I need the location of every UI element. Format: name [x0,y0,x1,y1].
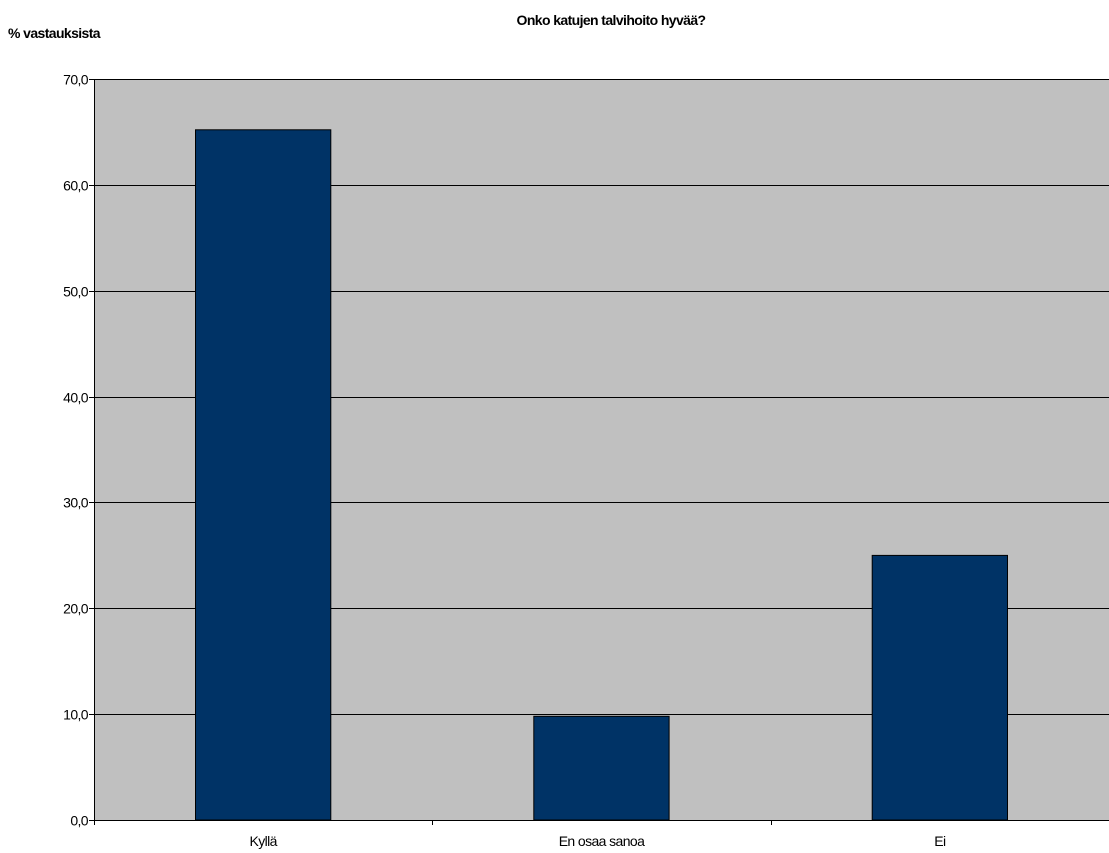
y-tick-labels: 0,0 10,0 20,0 30,0 40,0 50,0 60,0 70,0 [63,72,89,829]
x-tick-label: En osaa sanoa [559,833,645,849]
y-tick-label: 10,0 [63,707,89,723]
chart-title: Onko katujen talvihoito hyvää? [517,12,706,28]
y-tick-label: 60,0 [63,178,89,194]
y-tick-label: 0,0 [70,813,88,829]
y-tick-label: 70,0 [63,72,89,88]
axes [89,79,1109,825]
y-tick-label: 50,0 [63,284,89,300]
x-tick-labels: Kyllä En osaa sanoa Ei [249,833,946,849]
bar [195,129,332,821]
y-tick-label: 40,0 [63,390,89,406]
x-tick-label: Ei [934,833,946,849]
bar [871,554,1009,821]
bar [533,715,670,821]
y-tick-label: 20,0 [63,601,89,617]
y-tick-label: 30,0 [63,495,89,511]
x-tick-label: Kyllä [249,833,277,849]
y-axis-title: % vastauksista [8,25,101,41]
